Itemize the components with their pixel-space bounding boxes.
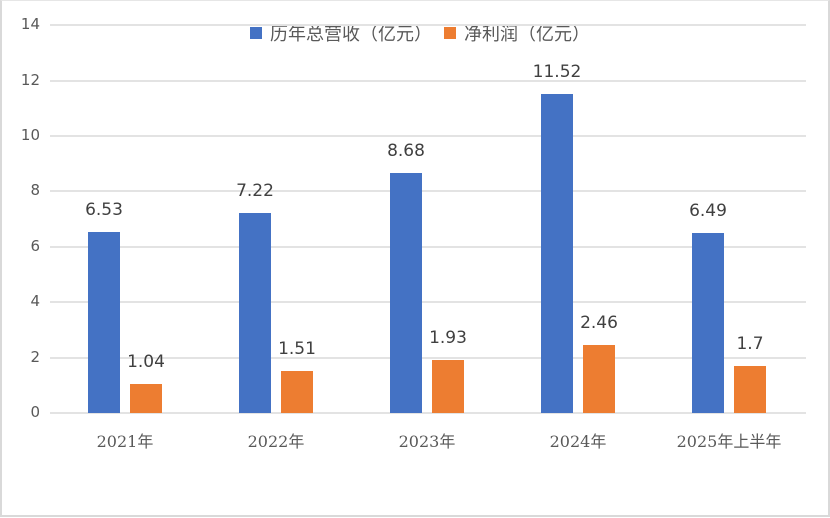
x-tick-label: 2021年 <box>96 432 154 451</box>
gridline <box>50 135 806 137</box>
gridline <box>50 301 806 304</box>
y-tick-label: 10 <box>20 126 40 144</box>
bar-revenue <box>390 172 422 413</box>
value-label-revenue: 6.53 <box>85 200 123 221</box>
x-tick-label: 2024年 <box>549 432 607 451</box>
value-label-net-profit: 2.46 <box>580 312 618 333</box>
y-tick-label: 2 <box>30 347 40 366</box>
value-label-net-profit: 1.51 <box>278 339 316 360</box>
y-tick-label: 14 <box>20 15 40 34</box>
y-tick-label: 0 <box>30 403 40 421</box>
x-tick-label: 2023年 <box>398 432 456 451</box>
bar-revenue <box>239 213 271 413</box>
legend: 历年总营收（亿元） 净利润（亿元） <box>250 20 602 46</box>
y-tick-label: 4 <box>30 292 40 311</box>
value-label-revenue: 8.68 <box>387 140 425 161</box>
value-label-revenue: 7.22 <box>236 181 274 201</box>
bar-revenue <box>541 93 573 413</box>
legend-item-net-profit: 净利润（亿元） <box>444 20 590 46</box>
gridline <box>50 79 806 82</box>
legend-label-revenue: 历年总营收（亿元） <box>270 24 432 45</box>
legend-label-net-profit: 净利润（亿元） <box>464 24 590 45</box>
gridline <box>50 190 806 193</box>
y-tick-label: 8 <box>30 181 40 200</box>
legend-swatch-net-profit <box>444 27 456 39</box>
gridline <box>50 24 806 27</box>
legend-swatch-revenue <box>250 27 262 39</box>
value-label-revenue: 11.52 <box>532 61 582 82</box>
x-tick-label: 2022年 <box>247 432 305 451</box>
bar-net-profit <box>432 359 464 413</box>
bar-revenue <box>88 232 120 413</box>
gridline <box>50 412 806 414</box>
gridline <box>50 356 806 359</box>
value-label-revenue: 6.49 <box>689 201 727 222</box>
value-label-net-profit: 1.7 <box>736 333 764 354</box>
bar-net-profit <box>281 371 313 413</box>
gridline <box>50 245 806 248</box>
bar-net-profit <box>130 384 162 413</box>
value-label-net-profit: 1.04 <box>127 352 165 373</box>
bar-revenue <box>692 233 724 413</box>
bar-net-profit <box>734 365 766 413</box>
bar-net-profit <box>583 344 615 413</box>
legend-item-revenue: 历年总营收（亿元） <box>250 20 432 46</box>
value-label-net-profit: 1.93 <box>429 327 467 348</box>
y-tick-label: 6 <box>30 236 40 255</box>
x-tick-label: 2025年上半年 <box>676 432 782 451</box>
y-tick-label: 12 <box>20 70 40 89</box>
